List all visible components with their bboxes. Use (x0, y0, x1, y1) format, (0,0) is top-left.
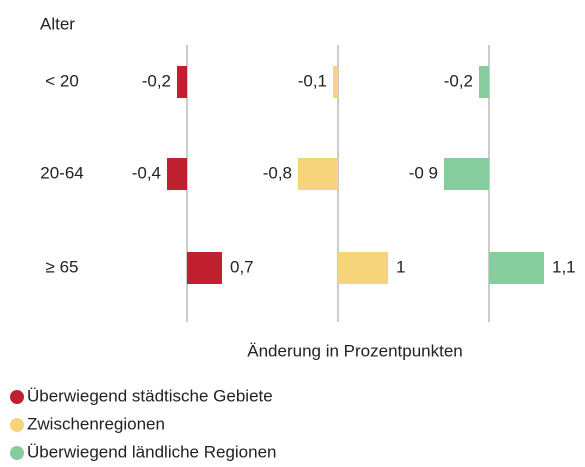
y-axis-label: Alter (40, 14, 75, 33)
value-label: -0,4 (132, 163, 161, 182)
x-axis-label: Änderung in Prozentpunkten (247, 341, 463, 360)
bar (177, 66, 187, 98)
category-label: 20-64 (40, 163, 83, 182)
bar (167, 158, 187, 190)
value-label: -0,2 (444, 71, 473, 90)
value-label: 0,7 (230, 257, 254, 276)
value-label: 1,1 (552, 257, 576, 276)
value-label: -0,2 (142, 71, 171, 90)
legend-marker (10, 446, 24, 460)
legend-label: Zwischenregionen (27, 414, 165, 433)
bar (479, 66, 489, 98)
bar (187, 252, 222, 284)
value-label: -0,1 (298, 71, 327, 90)
bar (444, 158, 489, 190)
legend-label: Überwiegend städtische Gebiete (27, 386, 273, 405)
value-label: 1 (396, 257, 405, 276)
category-label: < 20 (45, 71, 79, 90)
bar (333, 66, 338, 98)
legend-marker (10, 390, 24, 404)
bar (298, 158, 338, 190)
legend-marker (10, 418, 24, 432)
value-label: -0,8 (263, 163, 292, 182)
legend-label: Überwiegend ländliche Regionen (27, 442, 277, 461)
bar (338, 252, 388, 284)
category-label: ≥ 65 (46, 257, 79, 276)
bar (489, 252, 544, 284)
value-label: -0 9 (409, 163, 438, 182)
